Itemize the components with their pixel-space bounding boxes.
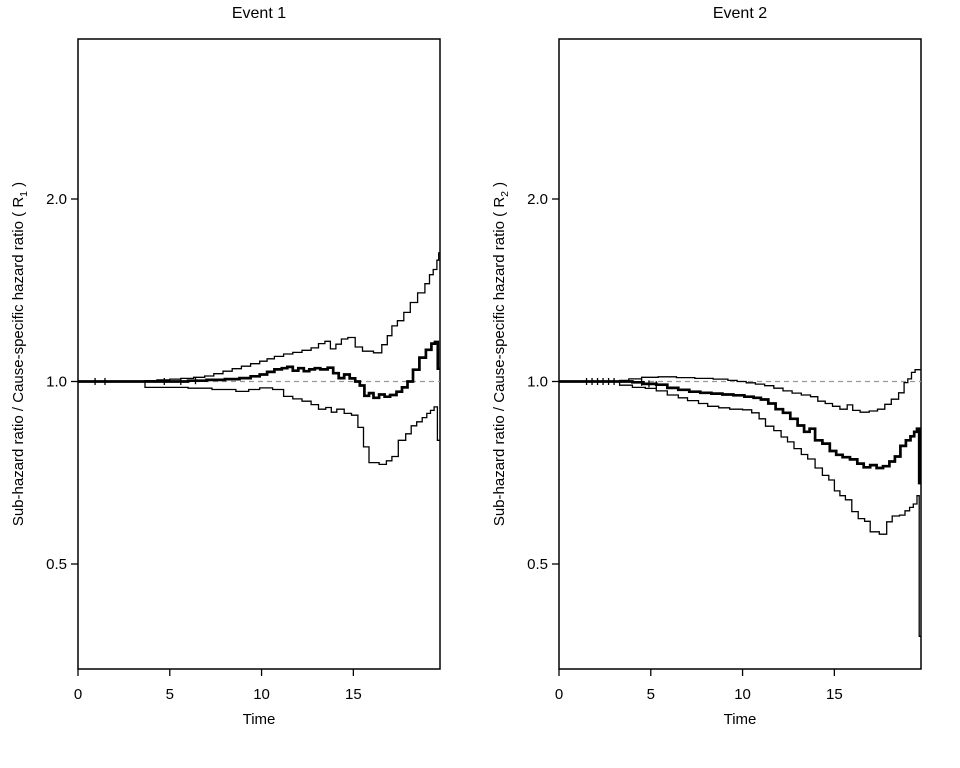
panel-2-x-tick-label: 0 [555, 686, 563, 703]
panel-1-estimate-line [78, 340, 440, 400]
panel-2-y-label-suffix: ) [491, 181, 508, 192]
panel-1-lower-ci-line [78, 380, 440, 466]
panel-1-y-label-suffix: ) [10, 181, 27, 192]
panel-2-y-tick-label: 2.0 [527, 191, 548, 208]
panel-2-y-tick-label: 0.5 [527, 556, 548, 573]
panel-2-x-tick-label: 10 [734, 686, 751, 703]
panel-1-y-axis-label: Sub-hazard ratio / Cause-specific hazard… [10, 182, 30, 526]
panel-2-y-label-subscript: 2 [499, 191, 511, 197]
panel-2-x-tick-label: 5 [647, 686, 655, 703]
panel-1-x-tick-label: 5 [166, 686, 174, 703]
panel-1-x-axis-label: Time [242, 711, 276, 728]
panel-2-x-axis-label: Time [723, 711, 757, 728]
panel-2-upper-ci-line [559, 369, 921, 413]
panel-2-y-tick-label: 1.0 [527, 374, 548, 391]
panel-2-x-tick-label: 15 [826, 686, 843, 703]
panel-1-upper-ci-line [78, 252, 440, 383]
panel-2-y-axis-label: Sub-hazard ratio / Cause-specific hazard… [491, 182, 511, 526]
panel-1-y-tick-label: 0.5 [46, 556, 67, 573]
panel-1-y-tick-label: 2.0 [46, 191, 67, 208]
panel-1-title: Event 1 [231, 5, 287, 22]
panel-1-y-label-text: Sub-hazard ratio / Cause-specific hazard… [10, 196, 27, 527]
panel-1-x-tick-label: 0 [74, 686, 82, 703]
panel-1-x-tick-label: 10 [253, 686, 270, 703]
panel-1-y-tick-label: 1.0 [46, 374, 67, 391]
panel-1-x-tick-label: 15 [345, 686, 362, 703]
panel-2-plot-box [558, 38, 922, 670]
panel-2-y-label-text: Sub-hazard ratio / Cause-specific hazard… [491, 196, 508, 527]
panel-2-lower-ci-line [559, 380, 921, 637]
panel-1-y-label-subscript: 1 [18, 191, 30, 197]
panel-2-estimate-line [559, 380, 921, 485]
panel-1-plot-box [77, 38, 441, 670]
panel-2-title: Event 2 [712, 5, 768, 22]
